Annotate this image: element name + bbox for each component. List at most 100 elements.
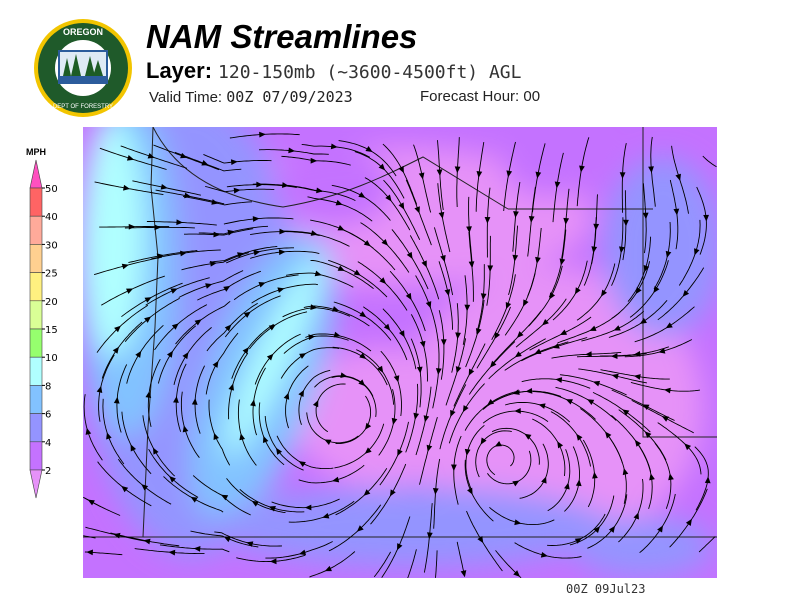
streamline-arrow <box>435 368 442 375</box>
streamline-arrow <box>564 482 570 490</box>
streamline-arrow <box>391 417 398 425</box>
streamline-arrow <box>275 447 283 455</box>
streamline-arrow <box>406 251 413 259</box>
streamline-arrow <box>440 254 446 263</box>
streamline-arrow <box>514 408 521 414</box>
streamline-arrow <box>182 352 189 360</box>
streamline-arrow <box>356 525 364 532</box>
streamline <box>83 535 96 539</box>
streamline-arrow <box>364 447 372 454</box>
streamline-arrow <box>121 263 129 270</box>
streamline-arrow <box>516 331 524 338</box>
legend-swatch-6_8 <box>29 385 43 414</box>
streamline-arrow <box>704 476 711 484</box>
streamline-arrow <box>528 216 535 223</box>
legend-tick-label: 8 <box>45 381 51 392</box>
streamline-arrow <box>398 202 405 210</box>
streamline-arrow <box>418 172 425 180</box>
streamline-arrow <box>494 440 502 447</box>
streamline-arrow <box>397 448 403 457</box>
streamline <box>456 541 466 577</box>
streamline-arrow <box>381 238 389 246</box>
streamline-arrow <box>593 526 601 534</box>
streamline-arrow <box>682 289 690 297</box>
streamline-arrow <box>359 311 367 318</box>
streamline-arrow <box>592 471 598 479</box>
streamline-arrow <box>574 287 581 295</box>
streamline-arrow <box>211 199 219 205</box>
page-title: NAM Streamlines <box>146 18 418 55</box>
streamline-arrow <box>121 485 129 493</box>
valid-time: Valid Time: 00Z 07/09/2023 <box>149 88 353 106</box>
streamline-arrow <box>668 473 674 481</box>
streamline-arrow <box>512 254 519 262</box>
streamline-arrow <box>337 265 345 271</box>
legend-tick-label: 15 <box>45 325 58 336</box>
streamline-arrow <box>358 191 366 198</box>
streamline-arrow <box>96 385 103 393</box>
wind-speed-legend: MPH 50 40 30 25 20 15 10 8 6 4 2 <box>26 147 58 499</box>
streamline-arrow <box>310 157 318 164</box>
streamline-arrow <box>589 325 597 331</box>
streamline-arrow <box>477 536 484 544</box>
streamline-arrow <box>653 285 660 294</box>
streamline-arrow <box>363 240 371 247</box>
streamline-arrow <box>467 487 473 495</box>
streamline-arrow <box>324 565 332 572</box>
streamline-arrow <box>505 301 512 310</box>
legend-tick-label: 50 <box>45 184 58 195</box>
streamline-arrow <box>353 269 361 276</box>
streamline-arrow <box>675 173 681 181</box>
streamline-arrow <box>378 163 386 171</box>
streamline-arrow <box>618 246 625 254</box>
streamline-arrow <box>525 388 533 394</box>
streamline-arrow <box>455 332 461 340</box>
streamline-arrow <box>237 252 245 258</box>
streamline-arrow <box>243 311 251 318</box>
streamline-arrow <box>330 143 338 150</box>
streamline-arrow <box>555 377 563 383</box>
streamline-arrow <box>512 480 520 487</box>
streamline-arrow <box>233 187 241 194</box>
streamline-arrow <box>623 219 629 227</box>
streamline-arrow <box>123 184 131 191</box>
streamline-arrow <box>230 159 238 166</box>
streamline-arrow <box>113 396 120 404</box>
streamline-arrow <box>332 476 340 483</box>
streamline-arrow <box>413 412 420 420</box>
streamline-arrow <box>262 435 269 444</box>
streamline-arrow <box>145 391 152 399</box>
streamline-arrow <box>288 147 296 154</box>
layer-label: Layer: <box>146 58 213 83</box>
legend-swatch-8_10 <box>29 356 43 386</box>
streamline-arrow <box>514 519 522 526</box>
streamline-arrow <box>332 306 340 312</box>
streamline-arrow <box>585 351 592 358</box>
legend-under-2-triangle <box>29 469 43 499</box>
streamline-arrow <box>665 322 673 329</box>
streamline-arrow <box>619 172 626 179</box>
streamline-arrow <box>673 208 680 216</box>
streamline-arrow <box>450 409 456 418</box>
svg-text:DEPT OF FORESTRY: DEPT OF FORESTRY <box>53 104 113 110</box>
streamline-arrow <box>460 570 467 578</box>
streamline-arrow <box>154 224 162 231</box>
streamline-arrow <box>421 260 427 268</box>
streamline-arrow <box>223 285 231 292</box>
streamline-arrow <box>405 292 412 301</box>
legend-tick-label: 4 <box>45 438 51 449</box>
streamline-arrow <box>480 293 487 301</box>
streamline-arrow <box>552 343 560 349</box>
streamline-arrow <box>363 489 371 496</box>
streamline-arrow <box>644 431 652 438</box>
streamline-arrow <box>622 468 629 476</box>
valid-time-value: 00Z 07/09/2023 <box>226 88 353 106</box>
streamline-arrow <box>600 289 608 297</box>
svg-text:OREGON: OREGON <box>63 27 103 37</box>
streamline-arrow <box>416 366 423 374</box>
streamline-arrow <box>304 504 312 511</box>
streamline-arrow <box>451 464 457 472</box>
legend-swatch-40_50 <box>29 187 43 217</box>
streamline-arrow <box>540 551 548 558</box>
streamline-arrow <box>397 543 403 551</box>
